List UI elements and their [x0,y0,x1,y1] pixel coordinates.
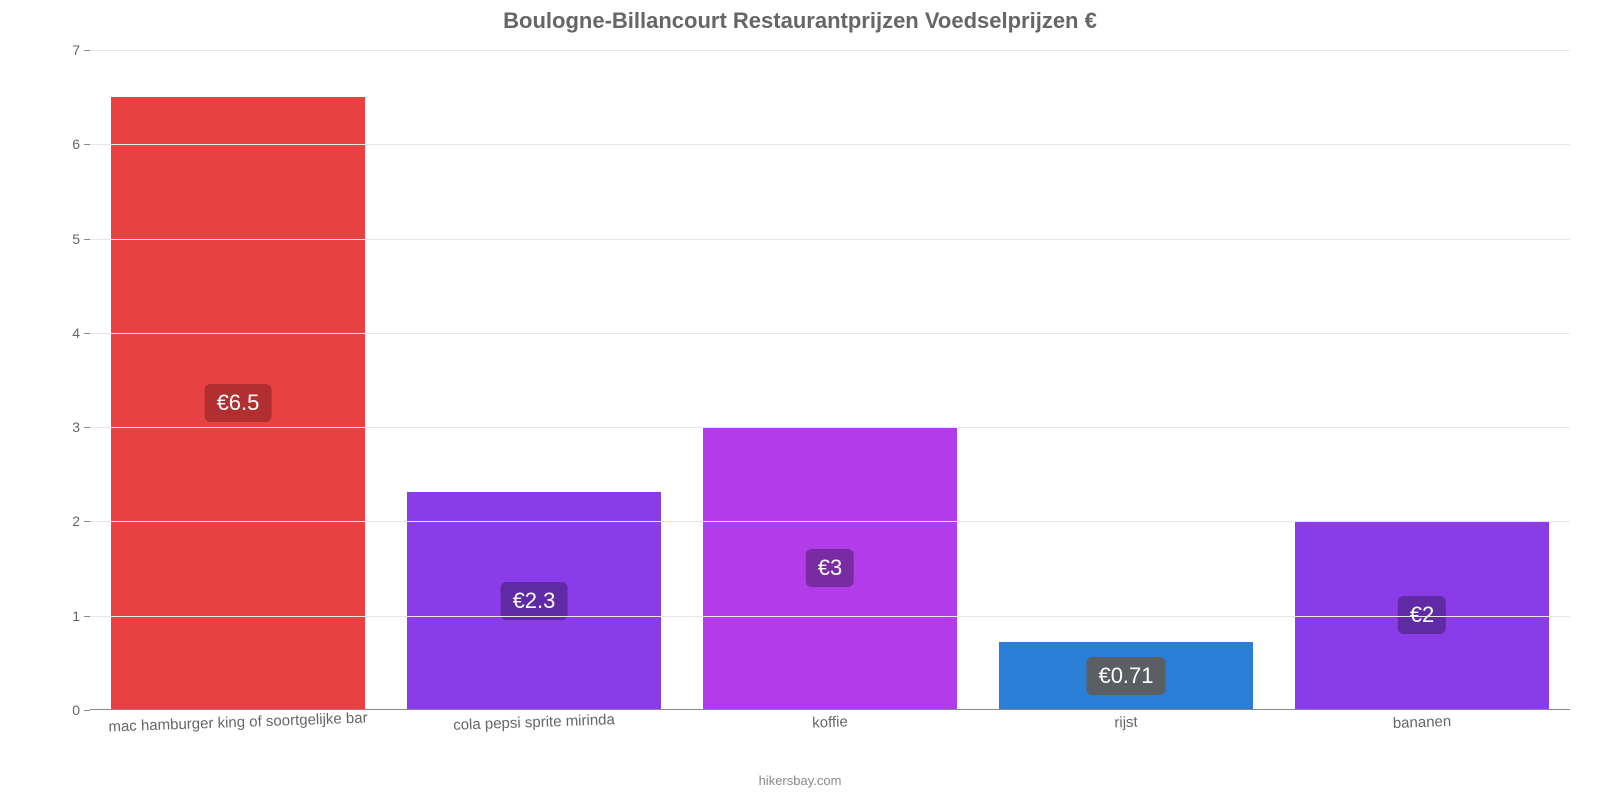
bar-slot: €2.3 [386,50,682,709]
y-tick-label: 4 [72,325,90,341]
x-axis-label: mac hamburger king of soortgelijke bar [90,709,386,736]
x-axis-label: bananen [1274,709,1570,736]
y-tick-label: 0 [72,702,90,718]
bar-slot: €2 [1274,50,1570,709]
value-badge: €3 [806,549,854,587]
plot-area: €6.5€2.3€3€0.71€2 01234567 [90,50,1570,710]
grid-line [90,239,1570,240]
value-badge: €0.71 [1086,657,1165,695]
bar: €3 [703,427,958,709]
y-tick-label: 5 [72,231,90,247]
x-axis-label: koffie [682,709,978,736]
y-tick-label: 2 [72,513,90,529]
y-tick-label: 7 [72,42,90,58]
chart-title: Boulogne-Billancourt Restaurantprijzen V… [0,8,1600,34]
grid-line [90,616,1570,617]
bar-slot: €6.5 [90,50,386,709]
y-tick-label: 6 [72,136,90,152]
x-axis-label: cola pepsi sprite mirinda [386,709,682,736]
bars-group: €6.5 €2.3 €3 €0.71 €2 [90,50,1570,709]
value-badge: €6.5 [205,384,272,422]
attribution-text: hikersbay.com [0,773,1600,788]
x-axis-label: rijst [978,709,1274,736]
value-badge: €2.3 [501,582,568,620]
grid-line [90,333,1570,334]
bar: €2.3 [407,492,662,709]
grid-line [90,427,1570,428]
bar-slot: €3 [682,50,978,709]
bar: €0.71 [999,642,1254,709]
grid-line [90,50,1570,51]
bar: €6.5 [111,97,366,709]
chart-container: Boulogne-Billancourt Restaurantprijzen V… [0,0,1600,800]
bar-slot: €0.71 [978,50,1274,709]
y-tick-label: 1 [72,608,90,624]
grid-line [90,521,1570,522]
y-tick-label: 3 [72,419,90,435]
x-axis-labels: mac hamburger king of soortgelijke barco… [90,714,1570,731]
grid-line [90,144,1570,145]
